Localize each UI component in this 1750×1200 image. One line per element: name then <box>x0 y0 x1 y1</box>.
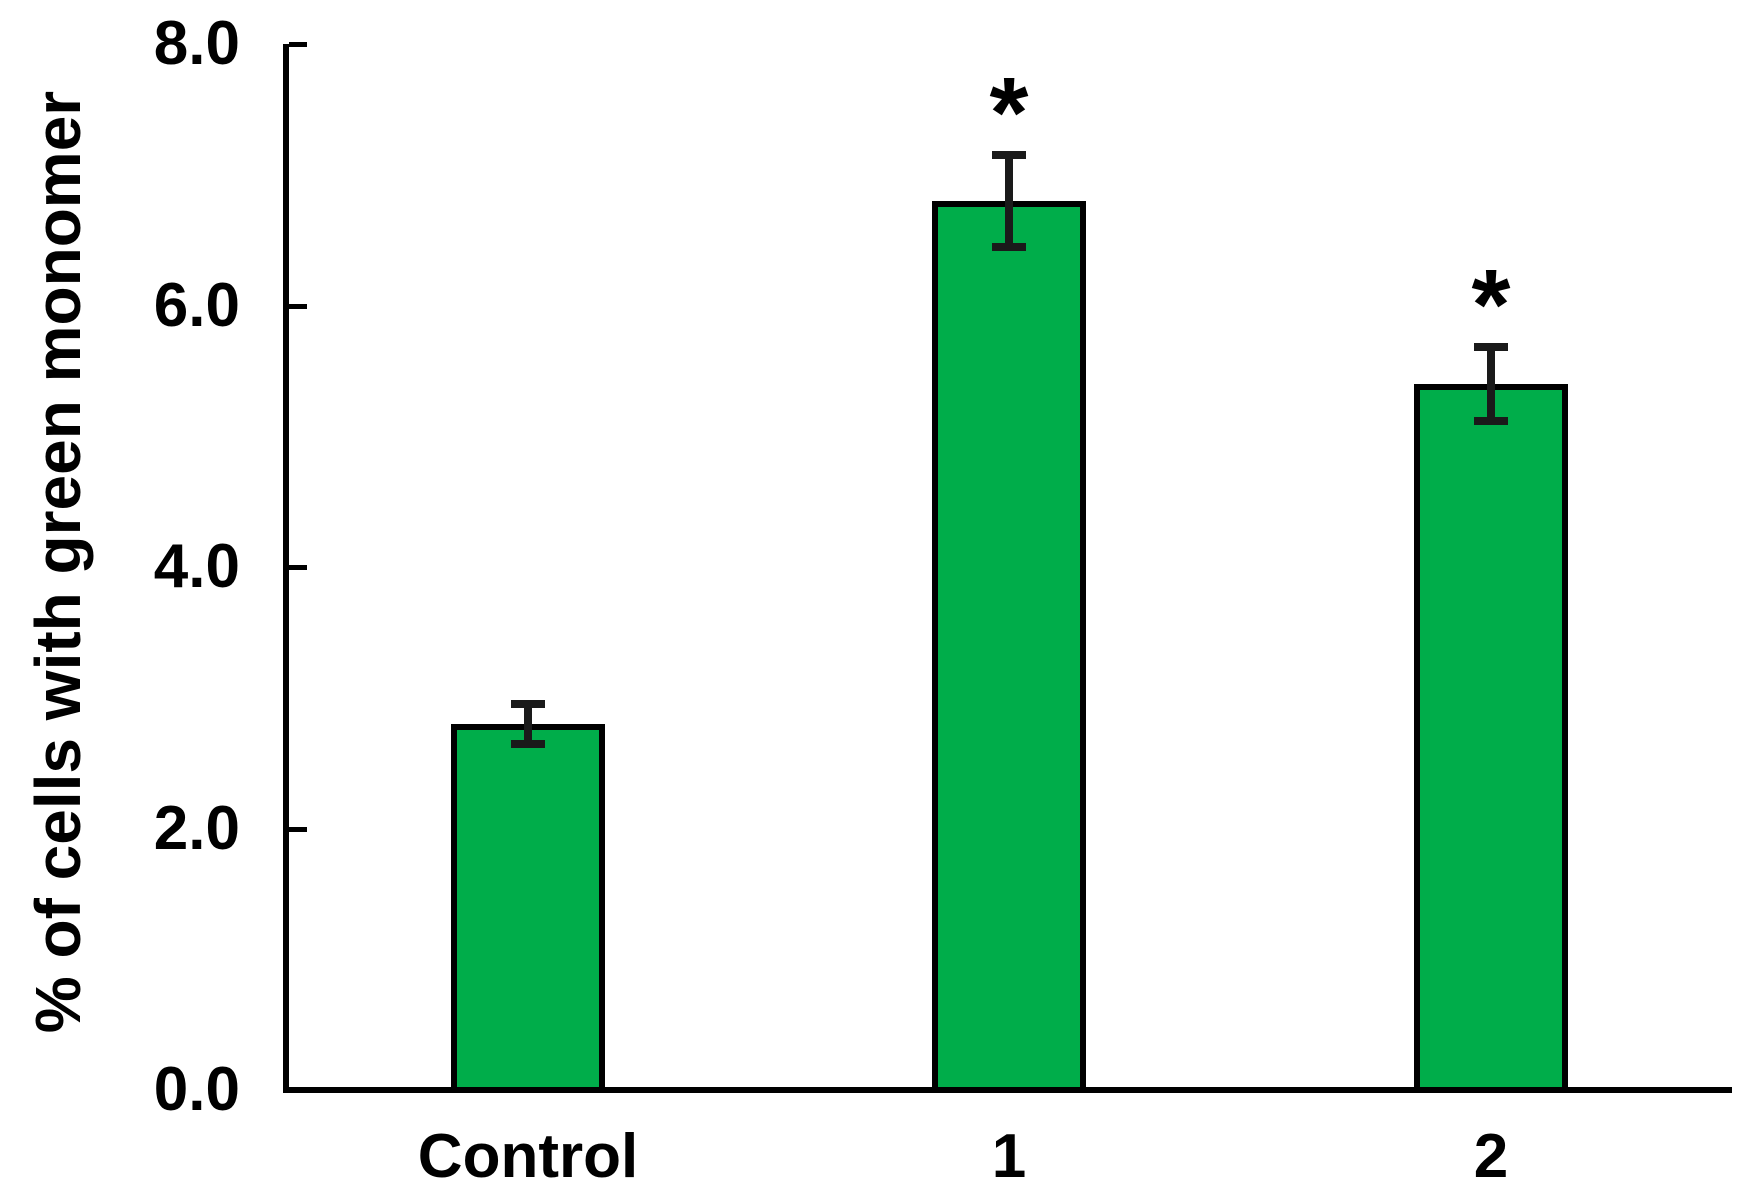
y-tick-label: 0.0 <box>153 1055 240 1124</box>
y-tick-mark <box>289 42 307 47</box>
y-tick-label: 4.0 <box>153 532 240 601</box>
error-bar-cap <box>511 700 545 709</box>
error-bar-cap <box>511 739 545 748</box>
error-bar-line <box>1487 347 1495 421</box>
x-axis-line <box>283 1087 1732 1093</box>
error-bar-line <box>524 704 532 744</box>
y-tick-label: 2.0 <box>153 793 240 863</box>
error-bar-line <box>1005 155 1013 247</box>
x-tick-label-control: Control <box>417 1122 639 1191</box>
y-tick-mark <box>289 826 307 832</box>
x-tick-label-1: 1 <box>991 1122 1027 1191</box>
significance-asterisk: * <box>1471 249 1511 362</box>
error-bar-cap <box>1474 416 1508 425</box>
bar-2 <box>1414 383 1568 1093</box>
error-bar-cap <box>992 242 1026 251</box>
y-axis-line <box>283 44 289 1093</box>
bar-control <box>451 723 605 1093</box>
bar-1 <box>932 200 1086 1093</box>
y-tick-label: 6.0 <box>153 270 240 340</box>
x-tick-label-2: 2 <box>1473 1122 1509 1191</box>
error-bar-cap <box>992 151 1026 160</box>
significance-asterisk: * <box>989 57 1029 170</box>
error-bar-cap <box>1474 343 1508 352</box>
y-tick-label: 8.0 <box>153 9 240 78</box>
y-tick-mark <box>289 303 307 309</box>
y-tick-mark <box>289 565 307 570</box>
y-tick-mark <box>289 1088 307 1093</box>
